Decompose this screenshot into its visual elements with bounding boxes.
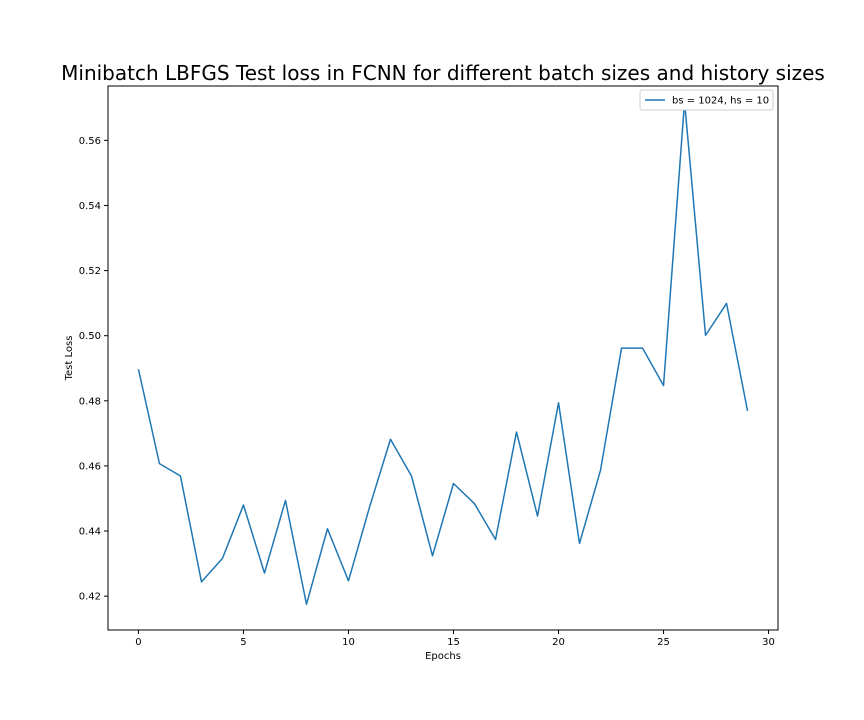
y-tick-label: 0.52	[79, 266, 101, 277]
x-axis: 0 5 10 15 20 25 30	[135, 630, 775, 648]
x-tick-label: 30	[762, 637, 775, 648]
x-tick-label: 15	[447, 637, 460, 648]
chart-title: Minibatch LBFGS Test loss in FCNN for di…	[61, 61, 825, 85]
x-tick-label: 10	[342, 637, 355, 648]
series-layer	[137, 100, 749, 606]
x-axis-label: Epochs	[425, 651, 461, 662]
y-axis: 0.42 0.44 0.46 0.48 0.50 0.52 0.54 0.56	[79, 136, 108, 603]
y-tick-label: 0.54	[79, 201, 101, 212]
x-tick-label: 25	[657, 637, 670, 648]
y-tick-label: 0.56	[79, 136, 101, 147]
x-tick-label: 0	[135, 637, 141, 648]
plot-area	[107, 85, 779, 631]
y-axis-label: Test Loss	[64, 336, 75, 382]
y-tick-label: 0.50	[79, 331, 101, 342]
legend-label: bs = 1024, hs = 10	[672, 96, 769, 107]
y-tick-label: 0.48	[79, 396, 101, 407]
y-tick-label: 0.42	[79, 592, 101, 603]
legend: bs = 1024, hs = 10	[639, 89, 774, 111]
legend-box	[639, 89, 774, 111]
x-tick-label: 20	[552, 637, 565, 648]
y-tick-label: 0.46	[79, 461, 101, 472]
y-tick-label: 0.44	[79, 527, 101, 538]
series-line	[137, 100, 749, 606]
x-tick-label: 5	[240, 637, 246, 648]
